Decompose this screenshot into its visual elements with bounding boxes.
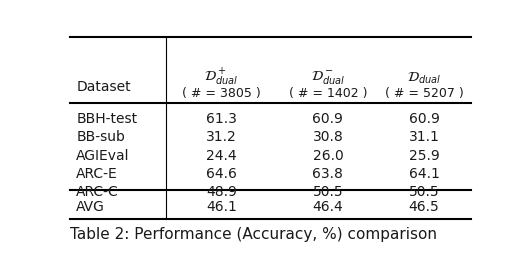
Text: BB-sub: BB-sub bbox=[76, 130, 125, 144]
Text: Table 2: Performance (Accuracy, %) comparison: Table 2: Performance (Accuracy, %) compa… bbox=[70, 227, 437, 242]
Text: 60.9: 60.9 bbox=[409, 112, 439, 126]
Text: 31.2: 31.2 bbox=[206, 130, 237, 144]
Text: $\mathcal{D}^+_{dual}$: $\mathcal{D}^+_{dual}$ bbox=[204, 67, 239, 89]
Text: $\mathcal{D}^-_{dual}$: $\mathcal{D}^-_{dual}$ bbox=[311, 69, 345, 87]
Text: 61.3: 61.3 bbox=[206, 112, 237, 126]
Text: 64.6: 64.6 bbox=[206, 167, 237, 181]
Text: 46.4: 46.4 bbox=[313, 200, 343, 214]
Text: 46.1: 46.1 bbox=[206, 200, 237, 214]
Text: 46.5: 46.5 bbox=[409, 200, 439, 214]
Text: AVG: AVG bbox=[76, 200, 105, 214]
Text: 60.9: 60.9 bbox=[313, 112, 343, 126]
Text: 31.1: 31.1 bbox=[409, 130, 439, 144]
Text: 50.5: 50.5 bbox=[313, 185, 343, 199]
Text: 48.9: 48.9 bbox=[206, 185, 237, 199]
Text: 63.8: 63.8 bbox=[313, 167, 343, 181]
Text: AGIEval: AGIEval bbox=[76, 149, 130, 162]
Text: 24.4: 24.4 bbox=[206, 149, 237, 162]
Text: 25.9: 25.9 bbox=[409, 149, 439, 162]
Text: ( # = 3805 ): ( # = 3805 ) bbox=[182, 88, 261, 101]
Text: ARC-C: ARC-C bbox=[76, 185, 119, 199]
Text: ( # = 5207 ): ( # = 5207 ) bbox=[385, 88, 464, 101]
Text: 30.8: 30.8 bbox=[313, 130, 343, 144]
Text: Dataset: Dataset bbox=[76, 80, 131, 94]
Text: BBH-test: BBH-test bbox=[76, 112, 137, 126]
Text: 26.0: 26.0 bbox=[313, 149, 343, 162]
Text: 64.1: 64.1 bbox=[409, 167, 439, 181]
Text: 50.5: 50.5 bbox=[409, 185, 439, 199]
Text: ARC-E: ARC-E bbox=[76, 167, 118, 181]
Text: $\mathcal{D}_{dual}$: $\mathcal{D}_{dual}$ bbox=[407, 70, 441, 85]
Text: ( # = 1402 ): ( # = 1402 ) bbox=[289, 88, 367, 101]
